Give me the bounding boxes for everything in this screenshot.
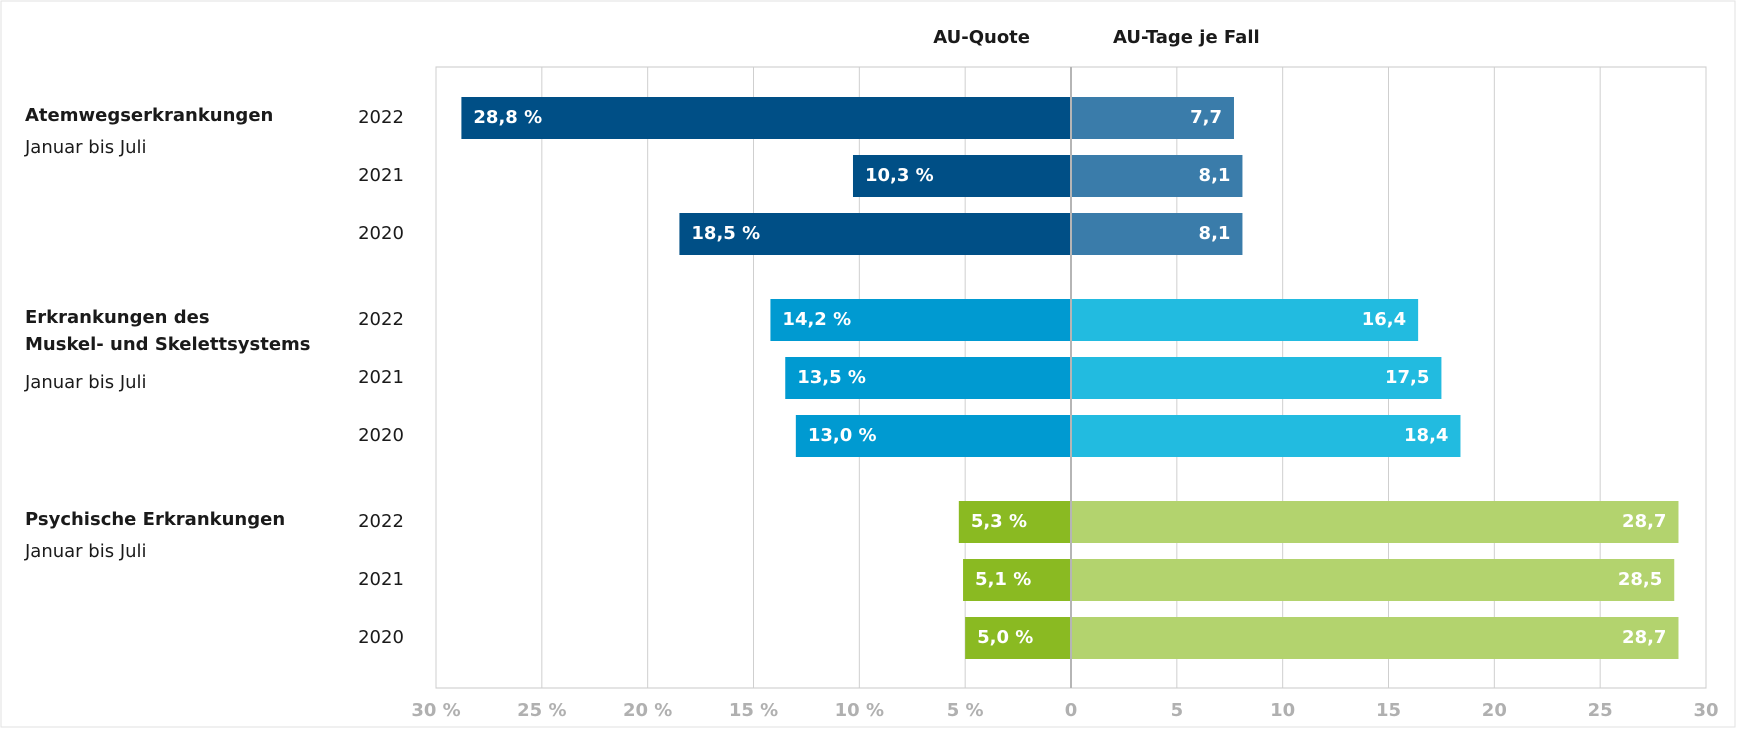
left-bar — [965, 617, 1071, 659]
left-bar — [461, 97, 1071, 139]
left-bar — [963, 559, 1071, 601]
group-subtitle: Januar bis Juli — [24, 372, 147, 393]
left-value-label: 13,5 % — [797, 367, 866, 388]
left-bar — [785, 357, 1071, 399]
left-bar — [770, 299, 1071, 341]
year-label: 2021 — [358, 569, 404, 590]
year-label: 2020 — [358, 223, 404, 244]
group-name: Muskel- und Skelettsystems — [25, 334, 311, 355]
x-tick-label: 5 % — [947, 700, 984, 721]
x-tick-label: 20 — [1482, 700, 1507, 721]
left-bar — [679, 213, 1071, 255]
right-value-label: 7,7 — [1190, 107, 1222, 128]
right-bar — [1071, 501, 1679, 543]
left-value-label: 18,5 % — [691, 223, 760, 244]
right-value-label: 28,7 — [1622, 627, 1666, 648]
x-tick-label: 30 — [1693, 700, 1718, 721]
right-bar — [1071, 559, 1675, 601]
year-label: 2021 — [358, 367, 404, 388]
left-value-label: 10,3 % — [865, 165, 934, 186]
left-value-label: 5,0 % — [977, 627, 1033, 648]
group-name: Atemwegserkrankungen — [25, 105, 273, 126]
x-tick-label: 5 — [1171, 700, 1184, 721]
group-name: Psychische Erkrankungen — [25, 509, 285, 530]
right-title: AU-Tage je Fall — [1113, 27, 1260, 48]
left-value-label: 5,3 % — [971, 511, 1027, 532]
right-bar — [1071, 357, 1442, 399]
left-title: AU-Quote — [933, 27, 1030, 48]
right-bar — [1071, 617, 1679, 659]
right-value-label: 28,5 — [1618, 569, 1662, 590]
group-subtitle: Januar bis Juli — [24, 137, 147, 158]
year-label: 2020 — [358, 627, 404, 648]
left-value-label: 5,1 % — [975, 569, 1031, 590]
left-bar — [958, 501, 1071, 543]
left-value-label: 14,2 % — [782, 309, 851, 330]
x-tick-label: 20 % — [623, 700, 672, 721]
right-bar — [1071, 299, 1419, 341]
right-bar — [1071, 155, 1243, 197]
left-bar — [852, 155, 1071, 197]
right-bar — [1071, 415, 1461, 457]
group-name: Erkrankungen des — [25, 307, 210, 328]
right-value-label: 28,7 — [1622, 511, 1666, 532]
x-tick-label: 25 % — [517, 700, 566, 721]
right-value-label: 16,4 — [1362, 309, 1406, 330]
year-label: 2022 — [358, 309, 404, 330]
year-label: 2021 — [358, 165, 404, 186]
right-value-label: 8,1 — [1199, 223, 1231, 244]
x-tick-label: 10 % — [835, 700, 884, 721]
right-bar — [1071, 97, 1234, 139]
right-value-label: 18,4 — [1404, 425, 1448, 446]
x-tick-label: 15 — [1376, 700, 1401, 721]
group-subtitle: Januar bis Juli — [24, 541, 147, 562]
left-value-label: 13,0 % — [808, 425, 877, 446]
x-tick-label: 25 — [1588, 700, 1613, 721]
x-tick-label: 30 % — [411, 700, 460, 721]
year-label: 2020 — [358, 425, 404, 446]
x-tick-label: 0 — [1065, 700, 1078, 721]
right-bar — [1071, 213, 1243, 255]
year-label: 2022 — [358, 107, 404, 128]
left-value-label: 28,8 % — [473, 107, 542, 128]
right-value-label: 17,5 — [1385, 367, 1429, 388]
year-label: 2022 — [358, 511, 404, 532]
right-value-label: 8,1 — [1199, 165, 1231, 186]
x-tick-label: 10 — [1270, 700, 1295, 721]
x-tick-label: 15 % — [729, 700, 778, 721]
left-bar — [795, 415, 1071, 457]
